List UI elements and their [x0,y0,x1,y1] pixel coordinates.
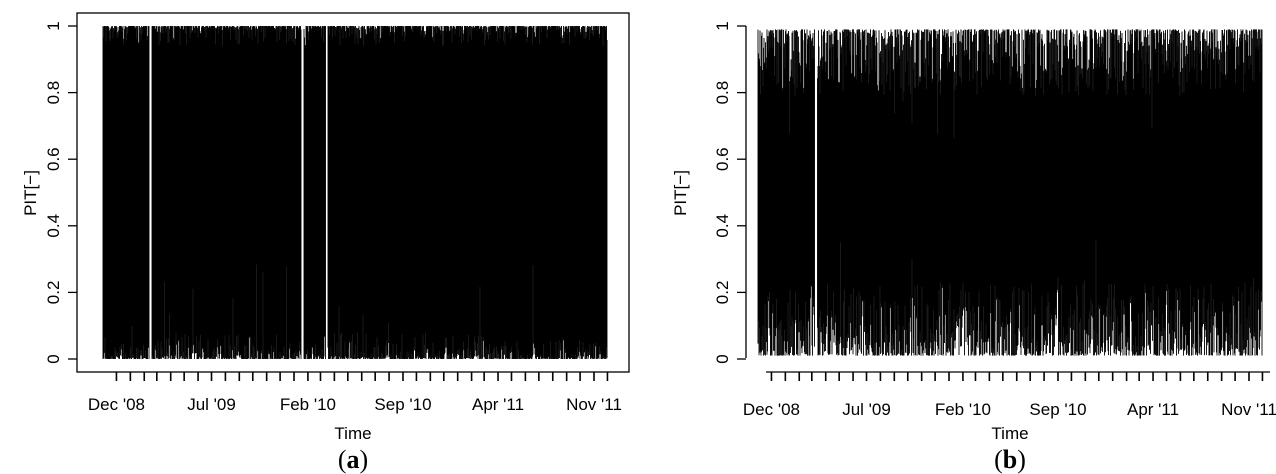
x-tick-label: Dec '08 [88,395,145,414]
panel-label-b: (b) [994,445,1026,474]
chart-panel-a: 0 0.2 0.4 0.6 0.8 1 Dec '08 Jul '09 Feb '10 Sep … [21,12,630,474]
x-tick-label: Nov '11 [1221,400,1276,419]
pit-series-line [757,29,1263,356]
x-tick-label: Jul '09 [187,395,236,414]
x-tick-label: Apr '11 [472,395,524,414]
x-tick-label: Jul '09 [842,400,891,419]
y-tick-label: 1 [713,21,732,30]
panel-label-a: (a) [338,445,368,474]
panel-letter-a: a [347,445,360,474]
x-tick-label: Sep '10 [1029,400,1086,419]
x-axis-b: Dec '08 Jul '09 Feb '10 Sep '10 Apr '11 Nov '… [743,372,1276,419]
x-tick-label: Apr '11 [1127,400,1179,419]
y-tick-label: 0.6 [713,147,732,171]
chart-panel-b: 0 0.2 0.4 0.6 0.8 1 Dec '08 Jul '09 Feb '10 Sep … [671,21,1276,474]
y-tick-label: 0 [44,354,63,363]
y-tick-label: 0.6 [44,147,63,171]
y-axis-b: 0 0.2 0.4 0.6 0.8 1 [713,21,746,364]
y-tick-label: 1 [44,21,63,30]
pit-series-b [757,29,1263,356]
x-tick-label: Feb '10 [280,395,336,414]
y-axis-title-b: PIT[−] [671,170,690,216]
pit-series-a [102,26,608,359]
y-tick-label: 0.4 [713,214,732,238]
x-axis-a: Dec '08 Jul '09 Feb '10 Sep '10 Apr '11 Nov '… [88,372,622,414]
x-tick-label: Nov '11 [566,395,622,414]
x-tick-label: Feb '10 [935,400,991,419]
x-tick-label: Sep '10 [374,395,431,414]
x-axis-title-a: Time [334,424,371,443]
pit-series-line [102,26,608,359]
y-tick-label: 0.8 [713,81,732,105]
y-tick-label: 0.8 [44,81,63,105]
y-axis-a: 0 0.2 0.4 0.6 0.8 1 [44,21,77,364]
y-tick-label: 0.2 [713,281,732,305]
plot-frame-a [76,12,630,373]
y-tick-label: 0.4 [44,214,63,238]
y-tick-label: 0 [713,354,732,363]
panel-letter-b: b [1003,445,1017,474]
x-axis-title-b: Time [991,424,1028,443]
y-tick-label: 0.2 [44,281,63,305]
x-tick-label: Dec '08 [743,400,800,419]
y-axis-title-a: PIT[−] [21,170,40,216]
